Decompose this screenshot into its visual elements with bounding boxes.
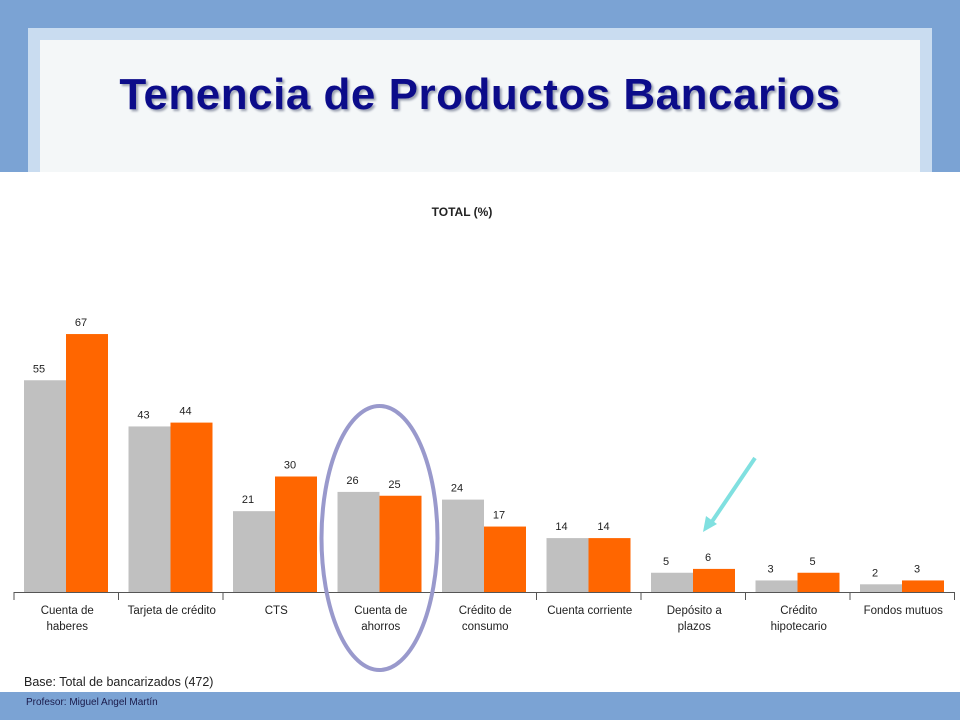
data-label: 30 [284, 460, 296, 472]
slide-title: Tenencia de Productos Bancarios [119, 70, 841, 119]
bar-gray [442, 499, 484, 592]
x-tick-label: haberes [46, 621, 88, 633]
bar-orange [902, 580, 944, 592]
bar-gray [128, 426, 171, 592]
data-label: 24 [451, 483, 463, 495]
footer-text: Profesor: Miguel Angel Martín [26, 697, 158, 708]
highlight-ellipse [319, 404, 440, 672]
footer-bar [0, 692, 960, 720]
bar-orange [275, 476, 317, 592]
data-label: 25 [388, 479, 400, 491]
x-tick-label: CTS [265, 605, 288, 617]
bar-gray [24, 380, 66, 592]
data-label: 26 [346, 475, 358, 487]
x-tick-label: Cuenta de [354, 605, 407, 617]
bar-gray [860, 584, 902, 592]
arrow-head [703, 516, 717, 532]
x-tick-label: Crédito [780, 605, 817, 617]
data-label: 6 [705, 552, 711, 564]
bar-orange [170, 422, 213, 592]
data-label: 44 [179, 406, 191, 418]
data-label: 17 [493, 510, 505, 522]
arrow-shaft [707, 456, 757, 528]
x-tick-label: Tarjeta de crédito [128, 605, 216, 617]
x-tick-label: consumo [462, 621, 509, 633]
x-tick-label: hipotecario [771, 621, 827, 633]
bar-orange [693, 568, 735, 592]
data-label: 67 [75, 317, 87, 329]
bar-gray [233, 511, 275, 592]
data-label: 3 [914, 563, 920, 575]
base-note: Base: Total de bancarizados (472) [24, 675, 213, 689]
data-label: 43 [137, 409, 149, 421]
data-label: 14 [555, 521, 567, 533]
bar-gray [337, 491, 380, 592]
x-tick-label: ahorros [361, 621, 400, 633]
data-label: 2 [872, 567, 878, 579]
x-tick-label: Cuenta de [41, 605, 94, 617]
bar-orange [66, 334, 108, 592]
bar-orange [588, 538, 631, 592]
title-inner-panel [40, 40, 920, 172]
data-label: 5 [809, 556, 815, 568]
data-label: 3 [767, 563, 773, 575]
bar-gray [546, 538, 589, 592]
x-tick-label: Crédito de [459, 605, 512, 617]
bar-gray [651, 572, 693, 592]
data-label: 5 [663, 556, 669, 568]
bar-orange [797, 572, 840, 592]
data-label: 55 [33, 363, 45, 375]
bar-orange [484, 526, 526, 592]
x-tick-label: Fondos mutuos [864, 605, 944, 617]
x-tick-label: Cuenta corriente [547, 605, 632, 617]
x-tick-label: plazos [678, 621, 711, 633]
x-tick-label: Depósito a [667, 605, 723, 617]
data-label: 14 [597, 521, 609, 533]
bar-orange [379, 495, 422, 592]
chart-title: TOTAL (%) [432, 205, 493, 219]
data-label: 21 [242, 494, 254, 506]
bar-gray [755, 580, 798, 592]
